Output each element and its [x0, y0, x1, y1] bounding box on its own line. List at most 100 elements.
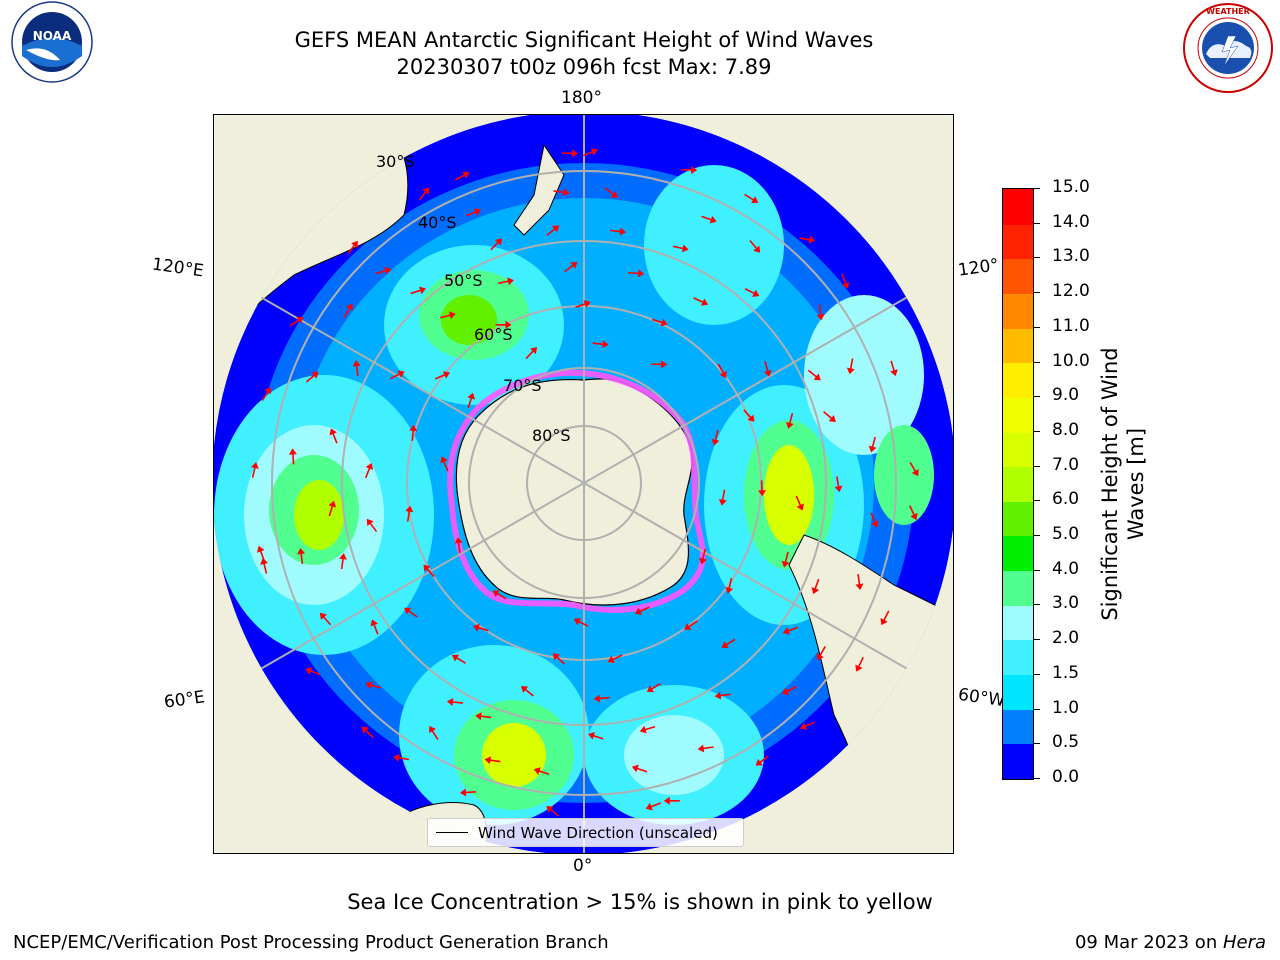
wind-arrow	[782, 685, 797, 695]
wind-arrow	[711, 429, 720, 446]
wind-arrow	[890, 360, 898, 377]
lon-label-60w: 60°W	[956, 684, 1007, 712]
lat-label-60s: 60°S	[474, 325, 513, 344]
wind-arrow	[257, 545, 265, 562]
wind-arrow	[305, 371, 319, 383]
wind-arrow	[403, 607, 418, 618]
colorbar-tick	[1034, 396, 1040, 398]
wind-arrow	[782, 626, 799, 635]
plot-title-line-1: GEFS MEAN Antarctic Significant Height o…	[294, 28, 874, 52]
colorbar-tick-label: 2.0	[1052, 628, 1080, 649]
colorbar-tick-label: 12.0	[1052, 281, 1090, 302]
colorbar-tick	[1034, 673, 1040, 675]
legend-label: Wind Wave Direction (unscaled)	[478, 823, 718, 842]
lon-label-180: 180°	[561, 88, 602, 108]
colorbar-segment	[1003, 535, 1033, 572]
lon-label-120w: 120°	[956, 255, 1001, 281]
colorbar-segment	[1003, 466, 1033, 502]
colorbar-tick	[1034, 708, 1040, 710]
wind-arrow	[823, 411, 836, 422]
map-panel	[213, 114, 954, 854]
colorbar-tick	[1034, 535, 1040, 537]
wind-arrow	[880, 610, 890, 626]
wind-arrow	[472, 623, 489, 632]
wind-arrow	[409, 424, 418, 441]
colorbar-title-line-1: Significant Height of Wind	[1098, 347, 1122, 621]
wind-arrow	[352, 360, 361, 377]
colorbar-tick	[1034, 222, 1040, 224]
colorbar-tick-label: 10.0	[1052, 350, 1090, 371]
wind-arrow	[718, 489, 727, 506]
colorbar-segment	[1003, 397, 1033, 433]
wind-arrow	[455, 171, 470, 181]
colorbar-tick-label: 11.0	[1052, 315, 1090, 336]
wind-arrow	[410, 286, 426, 295]
wind-arrow	[744, 288, 760, 297]
wind-arrow	[365, 681, 382, 690]
colorbar-tick	[1034, 639, 1040, 641]
wind-arrow	[799, 235, 816, 244]
colorbar-tick-label: 0.5	[1052, 732, 1080, 753]
wind-arrow	[645, 802, 661, 811]
plot-title-line-2: 20230307 t00z 096h fcst Max: 7.89	[396, 55, 772, 79]
colorbar-tick	[1034, 465, 1040, 467]
wind-arrow	[714, 691, 731, 700]
wind-arrow	[405, 505, 414, 522]
wind-arrow	[498, 277, 514, 286]
wind-arrow	[870, 512, 879, 528]
lat-label-80s: 80°S	[532, 426, 571, 445]
wind-arrow	[495, 320, 512, 329]
wind-arrow	[393, 753, 410, 762]
wind-arrow	[546, 225, 560, 236]
wind-arrow	[604, 187, 618, 198]
colorbar-segment	[1003, 501, 1033, 537]
colorbar-segment	[1003, 431, 1033, 468]
wind-arrow	[781, 551, 790, 568]
lon-label-60e: 60°E	[162, 687, 207, 713]
wind-arrow	[588, 731, 604, 740]
wind-arrow	[305, 667, 321, 676]
colorbar-tick	[1034, 500, 1040, 502]
lon-label-0: 0°	[573, 856, 593, 876]
sea-ice-note: Sea Ice Concentration > 15% is shown in …	[347, 890, 933, 914]
wind-arrow	[628, 269, 645, 278]
colorbar-tick	[1034, 188, 1040, 189]
wind-arrow	[582, 148, 598, 157]
wind-arrow	[855, 574, 864, 591]
new-zealand	[513, 143, 565, 236]
svg-text:WEATHER: WEATHER	[1206, 7, 1250, 16]
wind-arrow	[366, 518, 378, 533]
legend-line-swatch	[436, 832, 468, 833]
colorbar-tick	[1034, 257, 1040, 259]
wind-arrow	[520, 685, 534, 697]
antarctica	[455, 378, 693, 606]
colorbar-segment	[1003, 224, 1033, 260]
colorbar-tick	[1034, 430, 1040, 432]
colorbar-tick-label: 6.0	[1052, 489, 1080, 510]
wind-arrow	[390, 370, 405, 380]
wind-arrow	[329, 428, 338, 444]
wind-arrow	[339, 553, 347, 570]
footer-date: 09 Mar 2023 on Hera	[1075, 932, 1266, 953]
wind-arrow	[467, 392, 476, 409]
wind-arrow	[846, 358, 855, 375]
wind-arrow	[490, 238, 503, 251]
nws-logo: WEATHER	[1176, 0, 1280, 100]
wind-arrow	[546, 805, 560, 817]
wind-arrow	[693, 297, 709, 306]
wind-arrow	[639, 725, 656, 734]
colorbar-title: Significant Height of Wind Waves [m]	[1097, 334, 1157, 634]
wind-arrow	[721, 638, 736, 648]
colorbar-tick-label: 1.0	[1052, 697, 1080, 718]
colorbar	[1002, 188, 1034, 780]
wind-arrow	[440, 456, 449, 472]
wind-arrow	[328, 500, 337, 517]
noaa-logo: NOAA	[0, 0, 104, 100]
wind-arrow	[465, 208, 482, 217]
wind-arrow	[484, 756, 501, 765]
wind-arrow	[573, 618, 589, 627]
wind-arrow	[454, 537, 463, 554]
wind-arrow	[375, 266, 392, 275]
wind-arrow	[575, 300, 591, 309]
wind-arrow	[440, 311, 456, 320]
